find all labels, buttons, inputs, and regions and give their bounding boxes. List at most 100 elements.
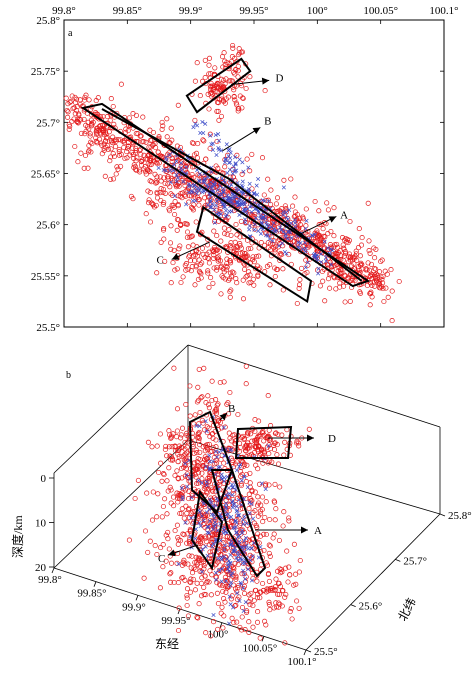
box-edge-right-bottom <box>305 513 441 651</box>
event-point-circle <box>196 488 202 494</box>
event-point-x <box>213 577 219 582</box>
event-point-circle <box>178 465 185 472</box>
x-tick-label: 99.95° <box>239 5 268 17</box>
event-point-circle <box>297 557 303 564</box>
event-point-x <box>289 236 294 241</box>
event-point-x <box>232 545 237 550</box>
event-point-circle <box>367 250 373 256</box>
event-point-circle <box>179 425 186 431</box>
event-point-circle <box>263 622 269 628</box>
event-point-circle <box>206 55 213 61</box>
event-point-circle <box>243 85 249 92</box>
event-point-circle <box>236 46 242 52</box>
event-point-circle <box>248 501 254 507</box>
event-point-circle <box>206 284 212 290</box>
event-point-circle <box>275 591 281 597</box>
event-point-x <box>303 246 308 251</box>
event-point-circle <box>228 240 234 246</box>
event-point-circle <box>224 533 230 539</box>
event-point-circle <box>229 519 235 525</box>
event-point-x <box>243 600 248 605</box>
event-point-circle <box>175 580 181 586</box>
event-point-circle <box>201 427 207 433</box>
event-point-circle <box>209 397 215 404</box>
event-point-circle <box>187 181 193 187</box>
event-point-circle <box>230 45 236 51</box>
event-point-circle <box>113 171 119 177</box>
event-point-circle <box>184 531 190 537</box>
event-point-circle <box>275 238 281 244</box>
event-point-circle <box>265 393 271 399</box>
event-point-x <box>238 462 243 467</box>
event-point-circle <box>253 253 259 260</box>
event-point-x <box>193 536 198 541</box>
event-point-x <box>249 578 255 583</box>
event-point-circle <box>172 528 178 534</box>
event-point-circle <box>138 151 144 158</box>
event-point-circle <box>184 586 191 592</box>
event-point-circle <box>225 94 231 100</box>
event-point-circle <box>270 535 276 541</box>
event-point-circle <box>233 573 239 579</box>
event-point-circle <box>322 234 328 240</box>
event-point-circle <box>116 146 122 153</box>
event-point-circle <box>174 227 180 233</box>
event-point-circle <box>215 401 221 407</box>
panel-b-label: b <box>66 370 71 381</box>
event-point-circle <box>64 107 70 114</box>
event-point-circle <box>160 503 166 510</box>
event-point-circle <box>233 602 239 608</box>
event-point-circle <box>296 285 302 291</box>
event-point-circle <box>359 235 365 241</box>
panel-a: a 99.8° 99.85° 99.9° 99.95° 100° 100.05° 100.1… <box>31 5 459 334</box>
event-point-circle <box>153 202 159 208</box>
event-point-circle <box>165 488 171 494</box>
event-point-circle <box>159 119 165 125</box>
event-point-circle <box>266 482 272 488</box>
zone-d-box <box>185 57 252 114</box>
event-point-circle <box>186 488 192 494</box>
event-point-circle <box>194 614 200 620</box>
event-point-circle <box>181 452 187 459</box>
x-tick-label: 100° <box>307 5 328 17</box>
event-point-circle <box>167 140 173 146</box>
event-point-circle <box>175 459 181 465</box>
event-point-circle <box>209 94 215 100</box>
event-point-circle <box>271 447 278 453</box>
event-point-circle <box>170 260 176 266</box>
event-point-circle <box>271 220 277 226</box>
event-point-circle <box>200 444 206 450</box>
event-point-circle <box>197 269 203 275</box>
b-zone-d-label: D <box>328 433 336 445</box>
event-point-circle <box>124 145 131 152</box>
event-point-circle <box>185 613 191 619</box>
event-point-x <box>211 541 216 546</box>
event-point-circle <box>174 406 181 412</box>
event-point-circle <box>368 261 375 267</box>
event-point-circle <box>186 199 192 205</box>
event-point-circle <box>81 165 87 171</box>
event-point-circle <box>283 565 289 571</box>
event-point-x <box>269 224 274 230</box>
event-point-circle <box>226 227 232 233</box>
event-point-circle <box>175 102 181 108</box>
event-point-circle <box>216 581 223 587</box>
event-point-circle <box>235 585 241 591</box>
event-point-circle <box>182 439 188 445</box>
event-point-x <box>226 148 231 153</box>
event-point-circle <box>222 424 228 430</box>
event-point-x <box>278 225 283 230</box>
event-point-circle <box>243 448 249 454</box>
event-point-circle <box>249 438 255 444</box>
zone-arrow-line <box>298 216 337 236</box>
event-point-circle <box>274 209 280 215</box>
event-point-circle <box>232 97 238 103</box>
event-point-circle <box>214 108 220 114</box>
event-point-circle <box>213 444 219 450</box>
event-point-circle <box>249 488 255 494</box>
event-point-x <box>228 542 234 547</box>
event-point-circle <box>155 491 161 497</box>
event-point-x <box>179 161 184 166</box>
event-point-circle <box>168 435 174 441</box>
event-point-circle <box>221 613 227 619</box>
